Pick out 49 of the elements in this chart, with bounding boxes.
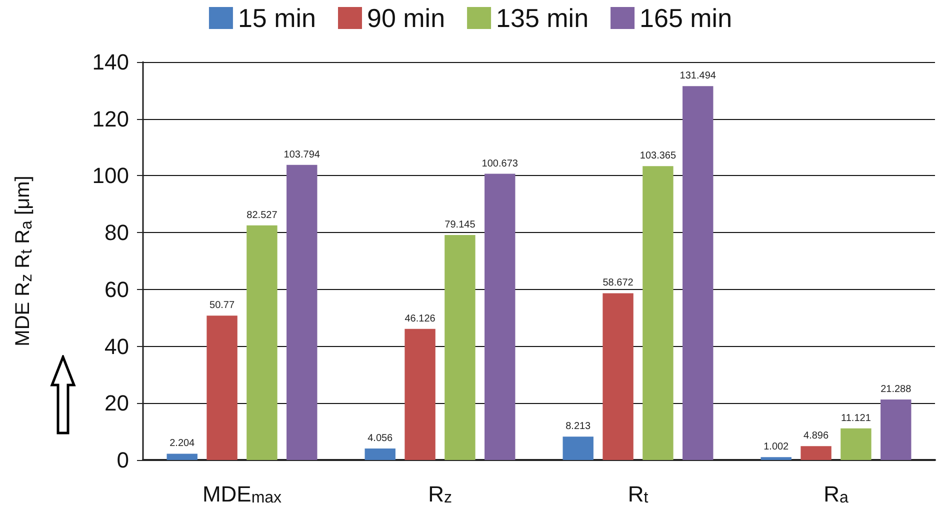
data-label: 103.794 — [284, 149, 320, 160]
y-tick-label: 100 — [92, 163, 129, 188]
x-tick-label: Rz — [428, 482, 452, 506]
bar — [682, 86, 714, 460]
data-label: 46.126 — [404, 313, 436, 324]
data-label: 103.365 — [640, 150, 676, 162]
bar — [602, 293, 634, 460]
data-label: 11.121 — [841, 412, 872, 424]
bar — [206, 316, 238, 460]
y-tick-label: 40 — [104, 334, 129, 359]
x-tick-label: Rt — [628, 482, 649, 506]
bar — [166, 454, 198, 460]
data-label: 58.672 — [602, 278, 634, 289]
bar — [404, 328, 436, 460]
x-tick-label: MDEmax — [202, 482, 282, 506]
y-axis-title: MDE Rz Rt Ra [μm] — [12, 176, 36, 346]
bar — [562, 436, 594, 460]
bar — [642, 166, 674, 460]
data-label: 4.896 — [804, 430, 829, 442]
bar — [800, 446, 832, 460]
y-tick-label: 0 — [116, 448, 129, 472]
data-label: 131.494 — [680, 70, 716, 82]
data-label: 2.204 — [170, 438, 196, 450]
x-tick-label: Ra — [824, 482, 848, 506]
legend-label: 165 min — [640, 3, 732, 33]
bar — [760, 457, 792, 460]
bar — [246, 225, 278, 460]
data-label: 21.288 — [880, 384, 912, 395]
bar — [444, 235, 476, 460]
data-label: 100.673 — [482, 158, 518, 170]
y-tick-label: 120 — [92, 106, 129, 132]
y-tick-label: 60 — [104, 276, 129, 302]
legend-label: 15 min — [238, 3, 316, 33]
bar — [286, 164, 318, 460]
bar — [364, 448, 396, 460]
legend-label: 135 min — [496, 3, 589, 33]
data-label: 79.145 — [444, 220, 476, 230]
y-tick-label: 80 — [104, 220, 129, 246]
y-tick-label: 20 — [104, 390, 129, 416]
bar — [840, 428, 872, 460]
bar — [484, 174, 516, 460]
data-label: 82.527 — [246, 210, 278, 221]
data-label: 1.002 — [764, 442, 790, 453]
data-label: 4.056 — [368, 432, 394, 444]
data-label: 50.77 — [210, 300, 235, 312]
data-label: 8.213 — [566, 421, 592, 432]
legend-label: 90 min — [367, 3, 446, 33]
y-tick-label: 140 — [92, 50, 129, 74]
bar — [880, 399, 912, 460]
